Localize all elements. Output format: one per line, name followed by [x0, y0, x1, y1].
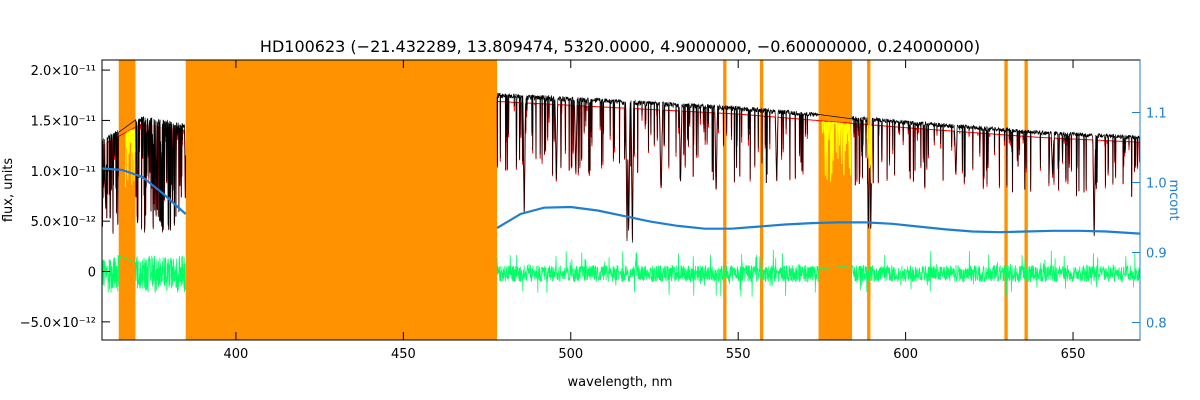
axes: 400 450 500 550 600 650 −5.0×10⁻¹² 0 5.0×10⁻¹² 1.… — [20, 59, 1167, 362]
x-tick-label-0: 400 — [224, 347, 249, 362]
masked-region-1 — [185, 60, 498, 340]
masked-region-6 — [1004, 60, 1008, 340]
y-axis-label: flux, units — [1, 158, 16, 223]
residual-spectrum-0 — [101, 255, 186, 293]
masked-regions — [118, 60, 1028, 340]
x-tick-label-4: 600 — [893, 347, 918, 362]
y-tick-label-3: 1.0×10⁻¹¹ — [31, 165, 96, 180]
right-tick-label-1: 0.9 — [1146, 247, 1167, 262]
y-tick-label-1: 0 — [88, 266, 96, 281]
masked-region-4 — [818, 60, 853, 340]
x-tick-label-2: 500 — [558, 347, 583, 362]
masked-synthetic-1 — [821, 121, 853, 182]
chart-title: HD100623 (−21.432289, 13.809474, 5320.00… — [260, 37, 980, 56]
continuum-model-1 — [496, 205, 1141, 235]
masked-region-3 — [759, 60, 764, 340]
y-tick-label-0: −5.0×10⁻¹² — [20, 316, 96, 331]
y-tick-label-4: 1.5×10⁻¹¹ — [31, 114, 96, 129]
x-axis-label: wavelength, nm — [568, 375, 673, 390]
synthetic-spectrum-1 — [496, 100, 1141, 240]
residual-spectrum-1 — [496, 249, 1141, 297]
observed-spectrum-1 — [496, 92, 1141, 243]
y-tick-label-5: 2.0×10⁻¹¹ — [31, 64, 96, 79]
spectra-plot — [101, 92, 1141, 297]
observed-spectrum-0 — [101, 116, 186, 234]
x-tick-label-3: 550 — [726, 347, 751, 362]
right-axis-label: mcont — [1166, 179, 1181, 220]
y-tick-label-2: 5.0×10⁻¹² — [31, 215, 96, 230]
masked-region-2 — [723, 60, 727, 340]
right-tick-label-3: 1.1 — [1146, 107, 1167, 122]
x-tick-label-5: 650 — [1061, 347, 1086, 362]
masked-synthetic-2 — [866, 125, 873, 184]
right-tick-label-2: 1.0 — [1146, 177, 1167, 192]
masked-region-7 — [1024, 60, 1028, 340]
masked-region-0 — [118, 60, 136, 340]
masked-synthetic-0 — [124, 128, 136, 188]
x-tick-label-1: 450 — [391, 347, 416, 362]
right-tick-label-0: 0.8 — [1146, 317, 1167, 332]
continuum-model-0 — [101, 167, 187, 215]
